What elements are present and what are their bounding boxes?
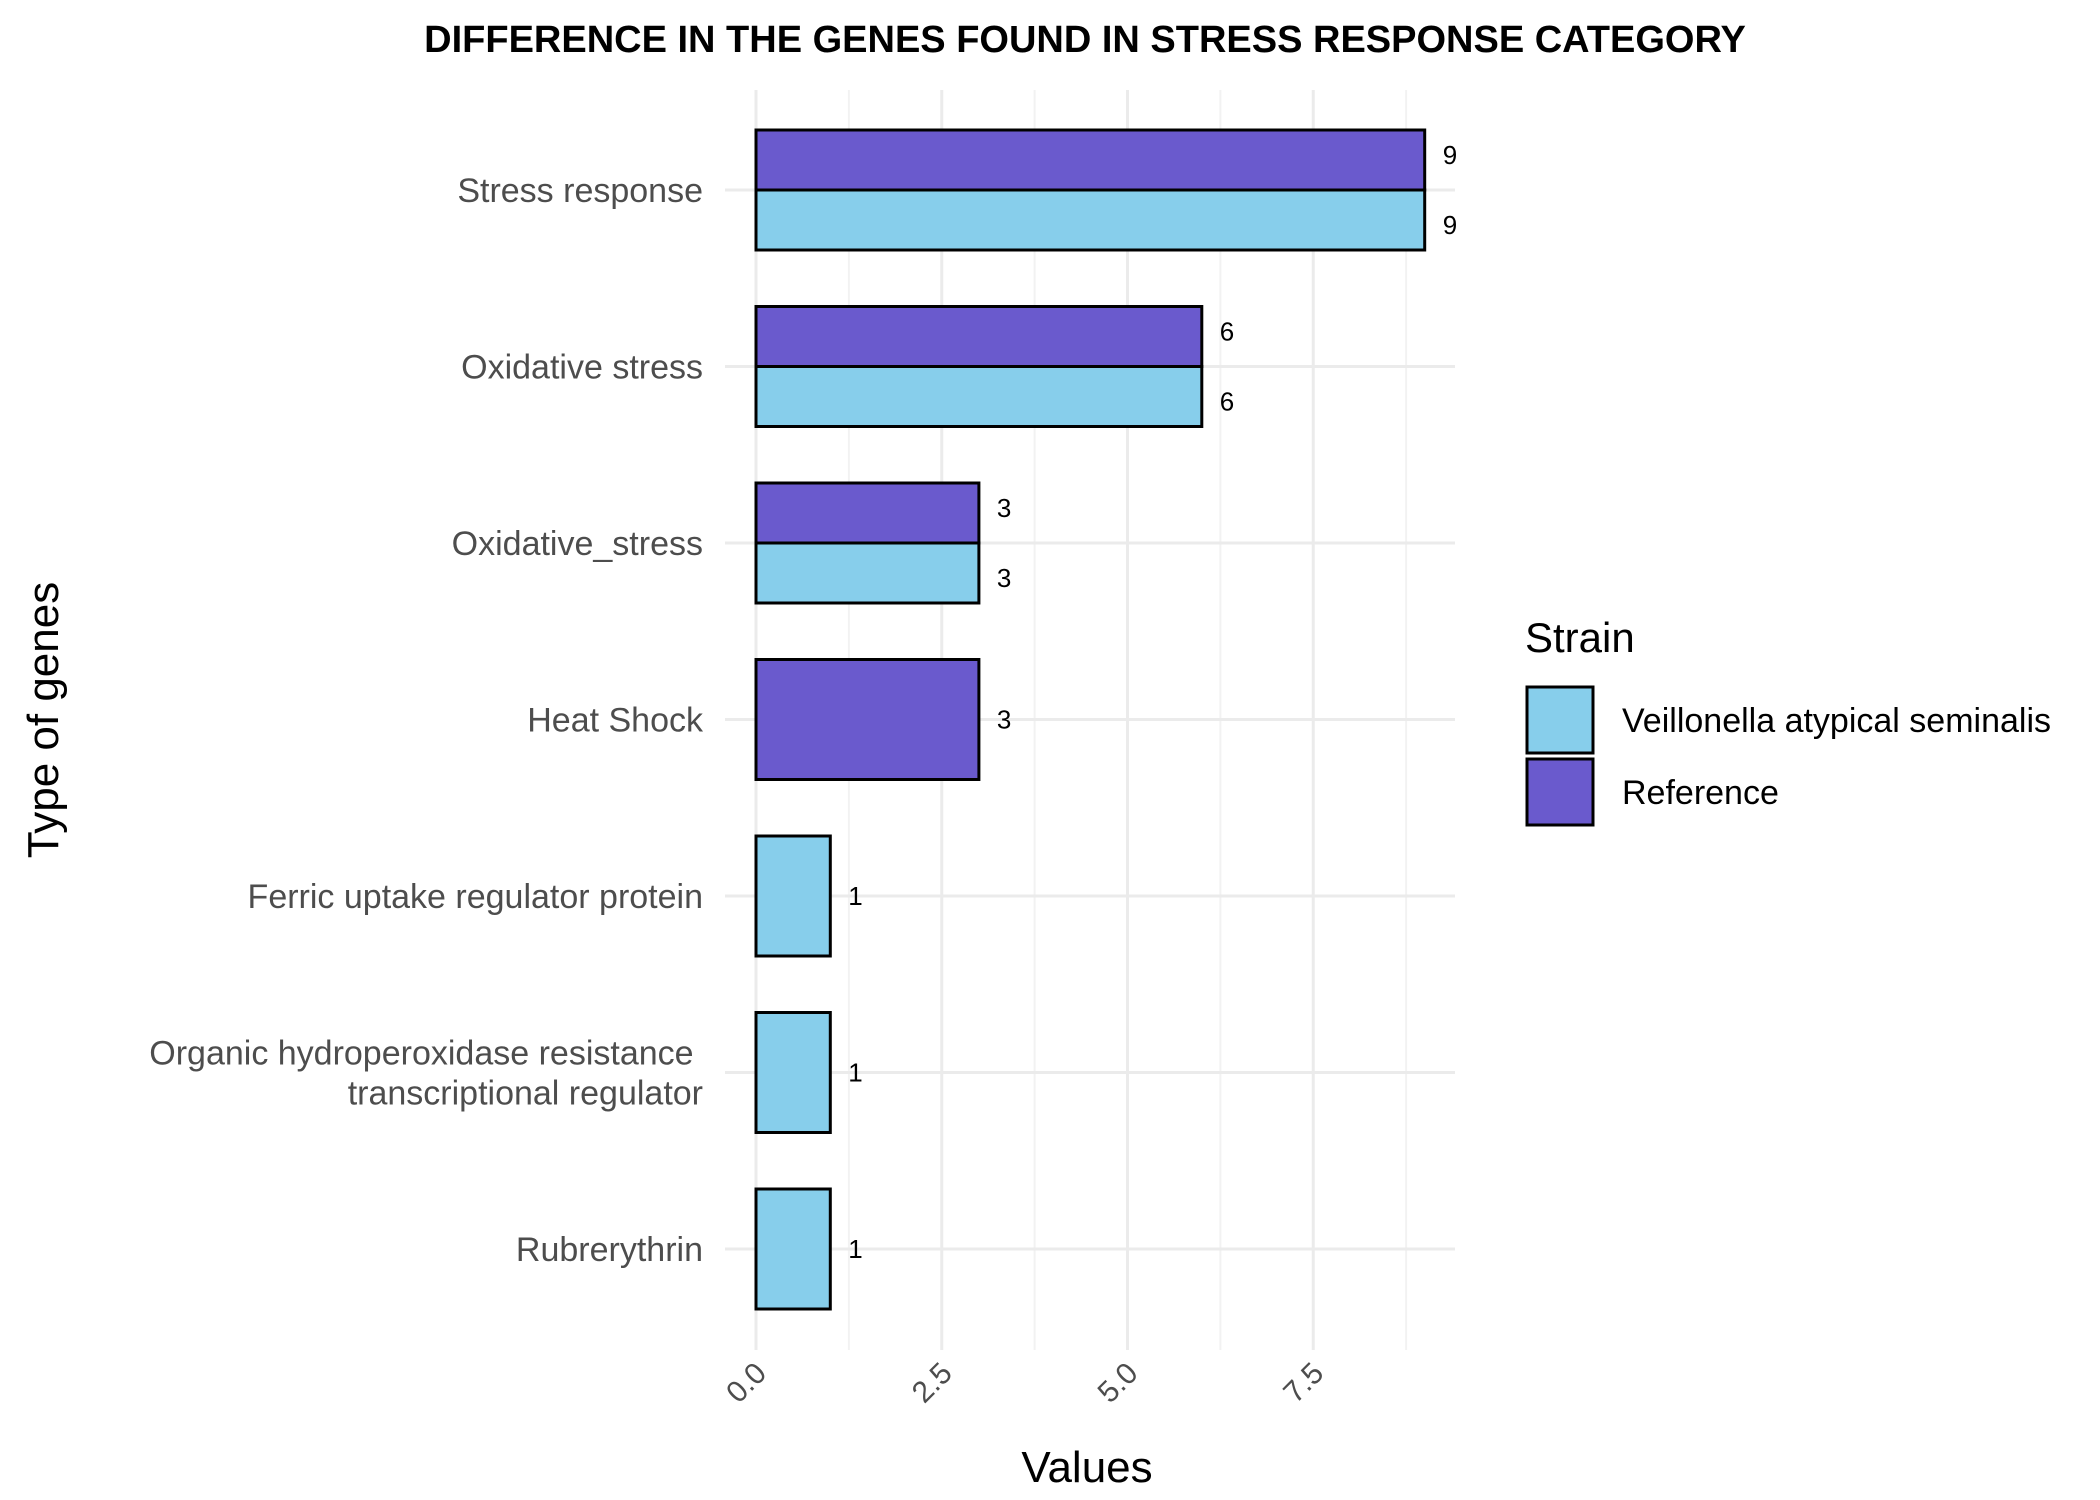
x-tick-label: 0.0 [720, 1357, 773, 1410]
y-tick-label: Oxidative_stress [452, 525, 703, 563]
data-labels: 9 9 6 6 3 3 3 1 1 1 [848, 140, 1457, 1264]
bar [754, 365, 1204, 428]
y-tick-label-line: Oxidative_stress [452, 525, 703, 563]
legend-swatch [1525, 757, 1595, 827]
data-label: 1 [848, 1058, 862, 1088]
x-tick-label: 2.5 [906, 1357, 959, 1410]
x-tick-labels: 0.0 2.5 5.0 7.5 [720, 1357, 1330, 1410]
bar [754, 541, 981, 605]
y-tick-label-line: Heat Shock [527, 702, 704, 740]
y-tick-label-line: Ferric uptake regulator protein [248, 878, 703, 916]
y-tick-label: Heat Shock [527, 702, 704, 740]
x-tick-label: 5.0 [1092, 1357, 1145, 1410]
x-axis-title: Values [1021, 1443, 1152, 1492]
data-label: 6 [1220, 317, 1234, 347]
y-axis-title: Type of genes [19, 582, 68, 858]
legend-label: Veillonella atypical seminalis [1622, 702, 2051, 740]
bar [754, 128, 1427, 192]
data-label: 1 [848, 881, 862, 911]
y-tick-label-line: Oxidative stress [461, 349, 703, 387]
legend-swatch [1525, 685, 1595, 755]
legend-label: Reference [1622, 774, 1779, 812]
y-tick-label: Oxidative stress [461, 349, 703, 387]
bar [754, 481, 981, 545]
y-tick-label: Organic hydroperoxidase resistance trans… [149, 1035, 703, 1113]
y-tick-label: Stress response [457, 172, 703, 210]
y-tick-label-line: Organic hydroperoxidase resistance [149, 1035, 703, 1073]
bar [754, 188, 1427, 252]
bar [754, 305, 1204, 368]
data-label: 9 [1443, 140, 1457, 170]
y-tick-label-line: transcriptional regulator [348, 1075, 703, 1113]
bar [754, 658, 981, 781]
legend-items: Veillonella atypical seminalis Reference [1525, 685, 2051, 827]
y-tick-label: Ferric uptake regulator protein [248, 878, 703, 916]
y-tick-label: Rubrerythrin [516, 1231, 703, 1269]
y-tick-label-line: Stress response [457, 172, 703, 210]
y-tick-labels: Stress response Oxidative stress Oxidative… [149, 172, 704, 1269]
bar [754, 1187, 832, 1311]
data-label: 3 [997, 705, 1011, 735]
data-label: 9 [1443, 210, 1457, 240]
legend-title: Strain [1525, 614, 1635, 661]
data-label: 3 [997, 563, 1011, 593]
chart-title: DIFFERENCE IN THE GENES FOUND IN STRESS … [424, 19, 1746, 61]
bar [754, 834, 832, 958]
data-label: 6 [1220, 387, 1234, 417]
data-label: 3 [997, 493, 1011, 523]
bars [754, 128, 1427, 1311]
legend: Strain Veillonella atypical seminalis Ref… [1525, 614, 2051, 827]
bar [754, 1011, 832, 1134]
x-tick-label: 7.5 [1277, 1357, 1330, 1410]
data-label: 1 [848, 1234, 862, 1264]
y-tick-label-line: Rubrerythrin [516, 1231, 703, 1269]
